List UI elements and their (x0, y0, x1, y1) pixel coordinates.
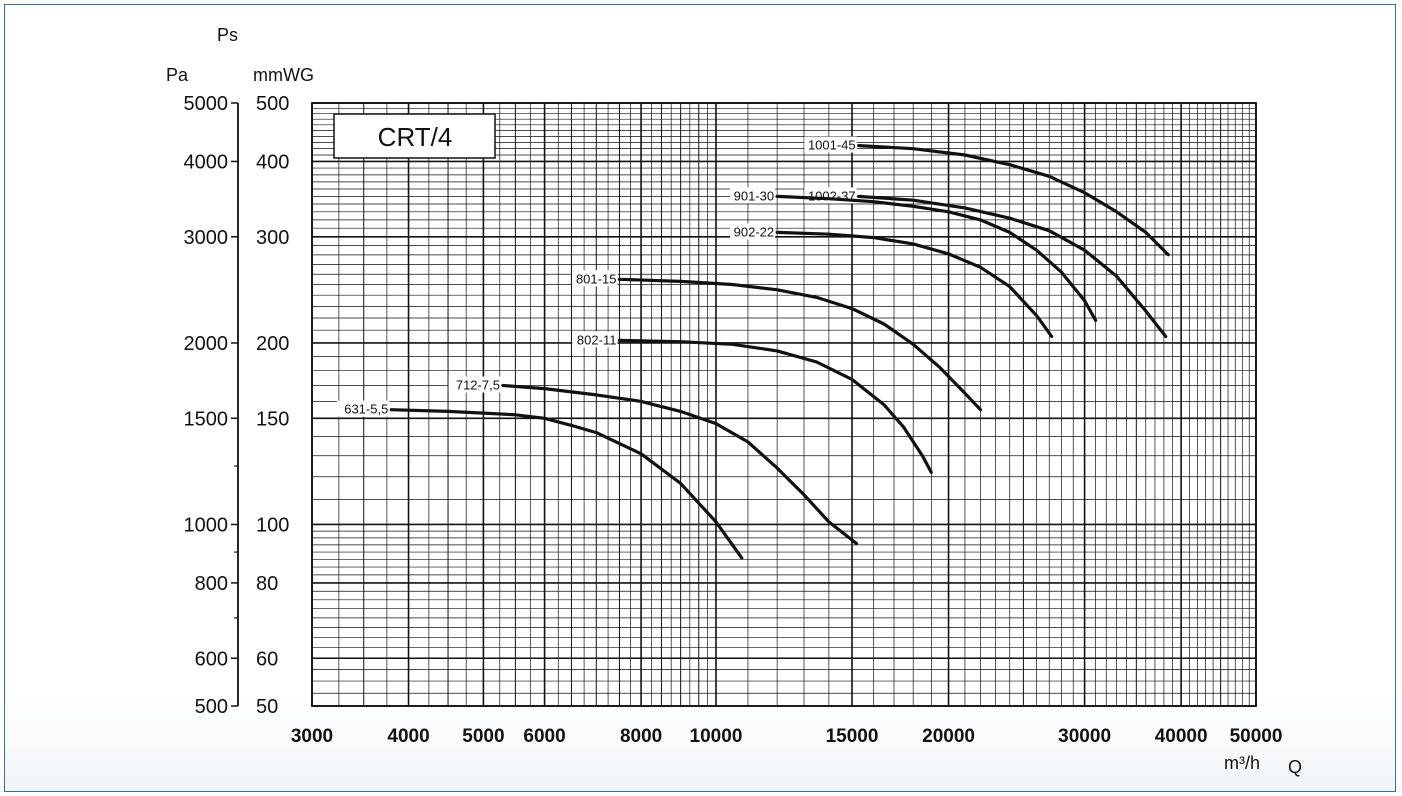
y-left-tick-label: 800 (195, 573, 228, 595)
x-tick-label: 6000 (523, 726, 565, 747)
x-tick-label: 20000 (922, 726, 975, 747)
y-right-tick-label: 60 (256, 648, 278, 670)
series-label: 631-5,5 (344, 402, 388, 417)
y-right-tick-label: 400 (256, 151, 289, 173)
series-label: 801-15 (576, 271, 616, 286)
y-left-tick-label: 500 (195, 696, 228, 718)
y-right-tick-label: 300 (256, 227, 289, 249)
series-curve (501, 383, 859, 546)
series-label-bg (572, 270, 618, 287)
series-curve (775, 194, 1098, 322)
y-left-tick-label: 1000 (184, 514, 229, 536)
series-label: 902-22 (734, 224, 774, 239)
series-label-bg (572, 331, 618, 348)
x-tick-label: 8000 (620, 726, 662, 747)
x-tick-label: 30000 (1058, 726, 1111, 747)
series-label: 1001-45 (808, 138, 856, 153)
y-left-tick-label: 4000 (184, 151, 229, 173)
y-left-tick-label: 3000 (184, 227, 229, 249)
y-axis-label: Ps (217, 25, 238, 45)
y-right-tick-label: 100 (256, 514, 289, 536)
series-label-bg (729, 187, 776, 204)
series-label-bg (336, 400, 390, 417)
y-right-tick-label: 500 (256, 93, 289, 115)
series-label: 712-7,5 (456, 378, 500, 393)
y-right-unit: mmWG (253, 65, 314, 85)
series-label-bg (448, 376, 501, 393)
series-curve (617, 277, 983, 412)
grid (311, 102, 1257, 707)
y-right-tick-label: 50 (256, 696, 278, 718)
x-tick-label: 4000 (387, 726, 429, 747)
series-curve (617, 338, 933, 474)
y-right-tick-label: 80 (256, 573, 278, 595)
series-label-bg (804, 136, 857, 153)
plot-border (311, 102, 1257, 707)
series-label-bg (729, 223, 776, 240)
y-left-tick-label: 600 (195, 648, 228, 670)
series-curve (857, 144, 1170, 257)
title-box (333, 113, 496, 159)
series-curve (775, 230, 1054, 339)
series-curve (857, 194, 1168, 339)
x-axis-unit: m³/h (1224, 753, 1260, 773)
chart-frame: 3000 4000 5000 6000 8000 10000 15000 20000 30000… (4, 4, 1396, 792)
x-tick-label: 15000 (826, 726, 879, 747)
y-left-tick-label: 2000 (184, 333, 229, 355)
axis-units: Ps Pa mmWG m³/h Q (166, 25, 1302, 777)
x-tick-label: 40000 (1155, 726, 1208, 747)
series-label: 901-30 (734, 188, 774, 203)
y-left-tick-label: 5000 (184, 93, 229, 115)
x-tick-label: 50000 (1230, 726, 1283, 747)
chart-title-box: CRT/4 (333, 113, 496, 159)
y-right-tick-label: 150 (256, 408, 289, 430)
x-tick-label: 10000 (690, 726, 743, 747)
fan-performance-chart: 3000 4000 5000 6000 8000 10000 15000 20000 30000… (166, 25, 1302, 777)
chart-title: CRT/4 (378, 122, 453, 152)
axes: 3000 4000 5000 6000 8000 10000 15000 20000 30000… (184, 93, 1283, 747)
x-axis-label: Q (1288, 757, 1302, 777)
x-tick-label: 3000 (291, 726, 333, 747)
series-label: 802-11 (577, 332, 617, 347)
series-curve (389, 408, 744, 560)
y-right-tick-label: 200 (256, 333, 289, 355)
y-left-unit: Pa (166, 65, 189, 85)
y-left-tick-label: 1500 (184, 408, 229, 430)
x-tick-label: 5000 (462, 726, 504, 747)
series-curves: 1001-451002-37901-30902-22801-15802-1171… (336, 136, 1170, 560)
